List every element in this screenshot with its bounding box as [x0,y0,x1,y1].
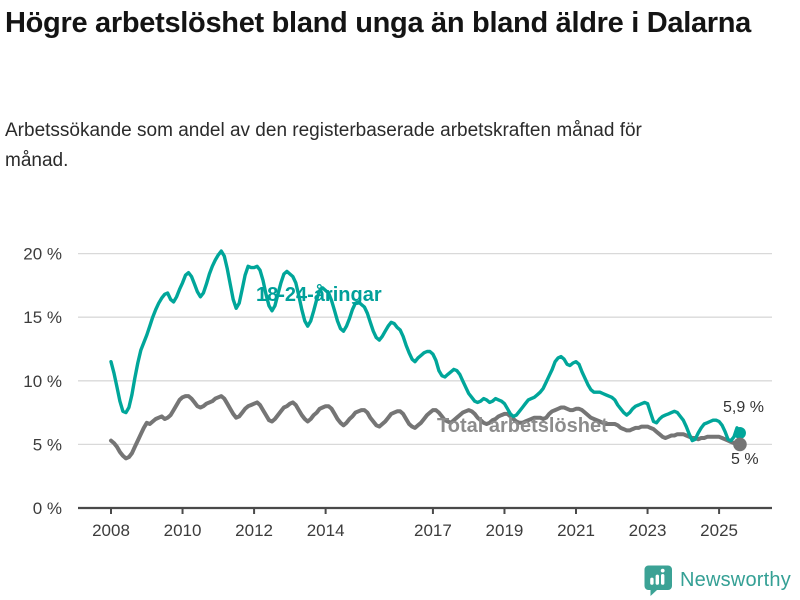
x-axis-tick-label: 2025 [700,521,738,540]
x-axis-tick-label: 2019 [486,521,524,540]
total-series-end-dot [733,437,747,452]
y-axis-tick-label: 0 % [33,499,62,518]
page-title: Högre arbetslöshet bland unga än bland ä… [5,7,752,39]
x-axis-tick-label: 2008 [92,521,130,540]
total-series-line [109,394,742,461]
series-label-young: 18-24-åringar [256,284,382,306]
young-series-line [109,249,742,443]
y-axis-tick-label: 15 % [23,308,62,327]
young-series-end-dot [733,426,746,439]
chart-subtitle: Arbetssökande som andel av den registerb… [5,120,642,171]
end-value-label-total: 5 % [731,451,759,468]
y-axis-tick-label: 10 % [23,372,62,391]
y-axis-tick-label: 20 % [23,245,62,264]
end-value-label-young: 5,9 % [723,399,764,416]
x-axis-tick-label: 2017 [414,521,452,540]
series-label-total: Total arbetslöshet [437,415,608,437]
y-axis-tick-label: 5 % [33,435,62,454]
x-axis-tick-label: 2021 [557,521,595,540]
newsworthy-logo: Newsworthy [644,565,791,596]
bar-chart-marker-icon [644,565,672,596]
brand-name: Newsworthy [680,569,791,591]
x-axis-tick-label: 2014 [307,521,345,540]
x-axis-tick-label: 2010 [164,521,202,540]
x-axis-tick-label: 2012 [235,521,273,540]
x-axis-tick-label: 2023 [629,521,667,540]
